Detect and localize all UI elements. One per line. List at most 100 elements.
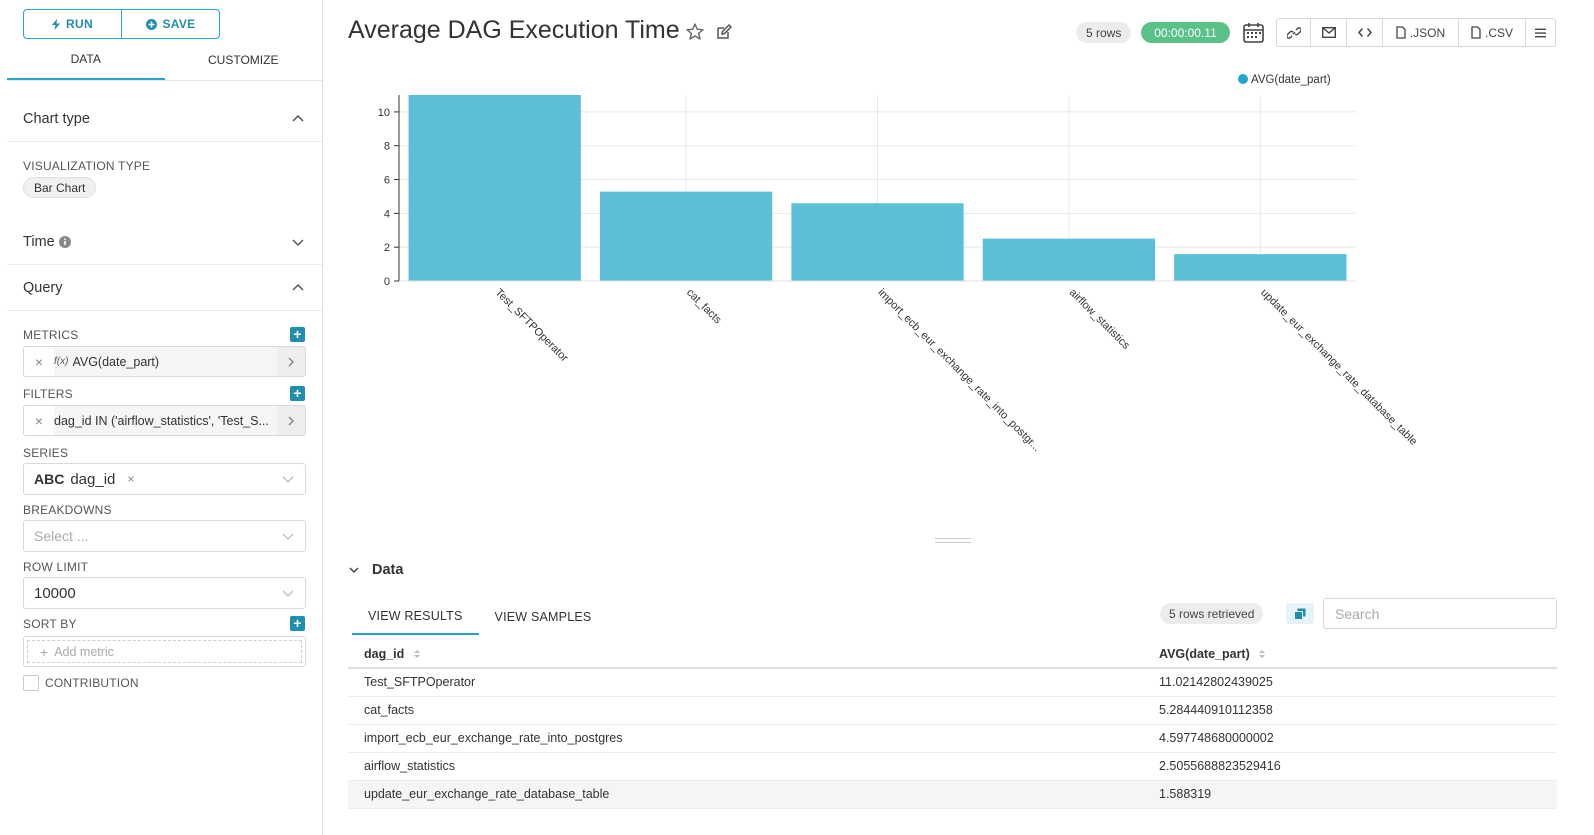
- column-header-label: dag_id: [364, 646, 405, 661]
- tab-view-samples[interactable]: VIEW SAMPLES: [494, 610, 592, 624]
- legend-label: AVG(date_part): [1251, 74, 1331, 86]
- remove-filter-icon[interactable]: ×: [34, 412, 44, 429]
- chevron-down-icon: [282, 590, 294, 597]
- x-tick-label: import_ecb_eur_exchange_rate_into_postgr…: [875, 287, 1042, 454]
- legend-marker: [1238, 74, 1248, 84]
- series-tag: ABC dag_id ×: [34, 471, 134, 488]
- bar: [1174, 254, 1347, 281]
- breakdowns-select[interactable]: Select ...: [23, 520, 306, 552]
- chevron-up-icon: [292, 283, 304, 291]
- y-tick-label: 10: [378, 107, 390, 119]
- remove-series-icon[interactable]: ×: [127, 472, 135, 486]
- info-icon: [58, 235, 71, 248]
- file-icon: [1471, 26, 1481, 39]
- table-cell: import_ecb_eur_exchange_rate_into_postgr…: [348, 724, 1143, 753]
- query-timer: 00:00:00.11: [1141, 22, 1230, 43]
- table-cell: airflow_statistics: [348, 752, 1143, 781]
- star-icon[interactable]: [685, 22, 705, 42]
- chevron-down-icon: [282, 476, 294, 483]
- plus-icon: +: [40, 643, 49, 660]
- x-tick-label: update_eur_exchange_rate_database_table: [1258, 287, 1419, 448]
- row-limit-value: 10000: [34, 584, 76, 602]
- search-input[interactable]: [1323, 598, 1557, 629]
- y-tick-label: 4: [384, 208, 390, 220]
- export-json-button[interactable]: .JSON: [1382, 18, 1459, 47]
- add-filter-plus-button[interactable]: +: [290, 386, 305, 401]
- filters-label: FILTERS: [23, 387, 73, 401]
- link-button[interactable]: [1276, 18, 1311, 47]
- add-metric-label: Add metric: [54, 644, 114, 659]
- data-tabs: VIEW RESULTS VIEW SAMPLES: [352, 599, 607, 635]
- metric-item[interactable]: × f(x) AVG(date_part): [23, 346, 306, 377]
- sort-icon: [1259, 650, 1266, 659]
- filter-item[interactable]: × dag_id IN ('airflow_statistics', 'Test…: [23, 405, 306, 436]
- copy-button[interactable]: [1286, 603, 1314, 624]
- time-header: Time: [23, 233, 55, 250]
- table-row[interactable]: cat_facts 5.284440910112358: [348, 696, 1557, 725]
- query-header: Query: [23, 279, 63, 296]
- tab-view-results[interactable]: VIEW RESULTS: [352, 599, 479, 635]
- save-label: SAVE: [162, 17, 196, 31]
- run-button[interactable]: RUN: [24, 10, 121, 38]
- filter-value: dag_id IN ('airflow_statistics', 'Test_S…: [54, 413, 269, 428]
- table-cell: cat_facts: [348, 696, 1143, 725]
- chart-type-section-header[interactable]: Chart type: [7, 96, 322, 142]
- sort-by-field[interactable]: + Add metric: [23, 636, 306, 667]
- calendar-icon[interactable]: [1242, 21, 1265, 44]
- chevron-down-icon: [292, 238, 304, 246]
- embed-code-button[interactable]: [1346, 18, 1383, 47]
- control-panel: RUN SAVE DATA CUSTOMIZE Chart type VISUA…: [0, 0, 323, 835]
- viz-type-label: VISUALIZATION TYPE: [23, 159, 151, 173]
- table-cell: 4.597748680000002: [1143, 724, 1557, 753]
- add-metric-dropzone[interactable]: + Add metric: [27, 640, 302, 663]
- query-section-header[interactable]: Query: [7, 265, 322, 311]
- metric-value: AVG(date_part): [72, 354, 160, 369]
- hamburger-icon: [1535, 28, 1546, 37]
- row-limit-label: ROW LIMIT: [23, 560, 89, 574]
- resize-handle[interactable]: [935, 538, 971, 543]
- add-metric-plus-button[interactable]: +: [290, 327, 305, 342]
- series-select[interactable]: ABC dag_id ×: [23, 463, 306, 495]
- email-button[interactable]: [1310, 18, 1347, 47]
- chevron-up-icon: [292, 114, 304, 122]
- contribution-checkbox[interactable]: [23, 675, 39, 691]
- column-header-dag-id[interactable]: dag_id: [348, 640, 1143, 669]
- table-row[interactable]: update_eur_exchange_rate_database_table 1…: [348, 780, 1557, 809]
- viz-type-pill[interactable]: Bar Chart: [23, 177, 97, 198]
- chevron-down-icon: [282, 533, 294, 540]
- file-icon: [1396, 26, 1406, 39]
- row-limit-select[interactable]: 10000: [23, 577, 306, 609]
- edit-icon[interactable]: [714, 22, 734, 42]
- tab-customize[interactable]: CUSTOMIZE: [208, 53, 279, 67]
- bar-chart: 0 2 4 6 8 10 Test_SFTPOperator cat_facts import_…: [378, 74, 1419, 454]
- table-cell: 2.5055688823529416: [1143, 752, 1557, 781]
- sort-by-label: SORT BY: [23, 617, 77, 631]
- export-csv-button[interactable]: .CSV: [1458, 18, 1526, 47]
- bar: [408, 95, 581, 281]
- csv-label: .CSV: [1484, 25, 1513, 40]
- more-menu-button[interactable]: [1525, 18, 1556, 47]
- table-row[interactable]: airflow_statistics 2.5055688823529416: [348, 752, 1557, 781]
- table-cell: Test_SFTPOperator: [348, 668, 1143, 697]
- time-section-header[interactable]: Time: [7, 219, 322, 265]
- run-save-group: RUN SAVE: [23, 9, 220, 39]
- chevron-right-icon[interactable]: [277, 347, 305, 376]
- results-table: dag_id AVG(date_part) Test_SFTPOperator 1…: [348, 640, 1557, 809]
- contribution-label: CONTRIBUTION: [45, 676, 139, 690]
- add-sort-plus-button[interactable]: +: [290, 616, 305, 631]
- table-cell: update_eur_exchange_rate_database_table: [348, 780, 1143, 809]
- y-tick-label: 0: [384, 276, 390, 288]
- remove-metric-icon[interactable]: ×: [34, 353, 44, 370]
- bolt-icon: [52, 18, 61, 30]
- tab-data[interactable]: DATA: [7, 40, 165, 80]
- page-title: Average DAG Execution Time: [348, 16, 680, 44]
- column-header-avg-date-part[interactable]: AVG(date_part): [1143, 640, 1557, 669]
- table-row[interactable]: import_ecb_eur_exchange_rate_into_postgr…: [348, 724, 1557, 753]
- rows-badge: 5 rows: [1076, 22, 1132, 43]
- save-button[interactable]: SAVE: [121, 10, 219, 38]
- data-section-header[interactable]: Data: [348, 562, 403, 578]
- bar: [791, 203, 964, 281]
- table-row[interactable]: Test_SFTPOperator 11.02142802439025: [348, 668, 1557, 697]
- chevron-right-icon[interactable]: [277, 406, 305, 435]
- table-cell: 1.588319: [1143, 780, 1557, 809]
